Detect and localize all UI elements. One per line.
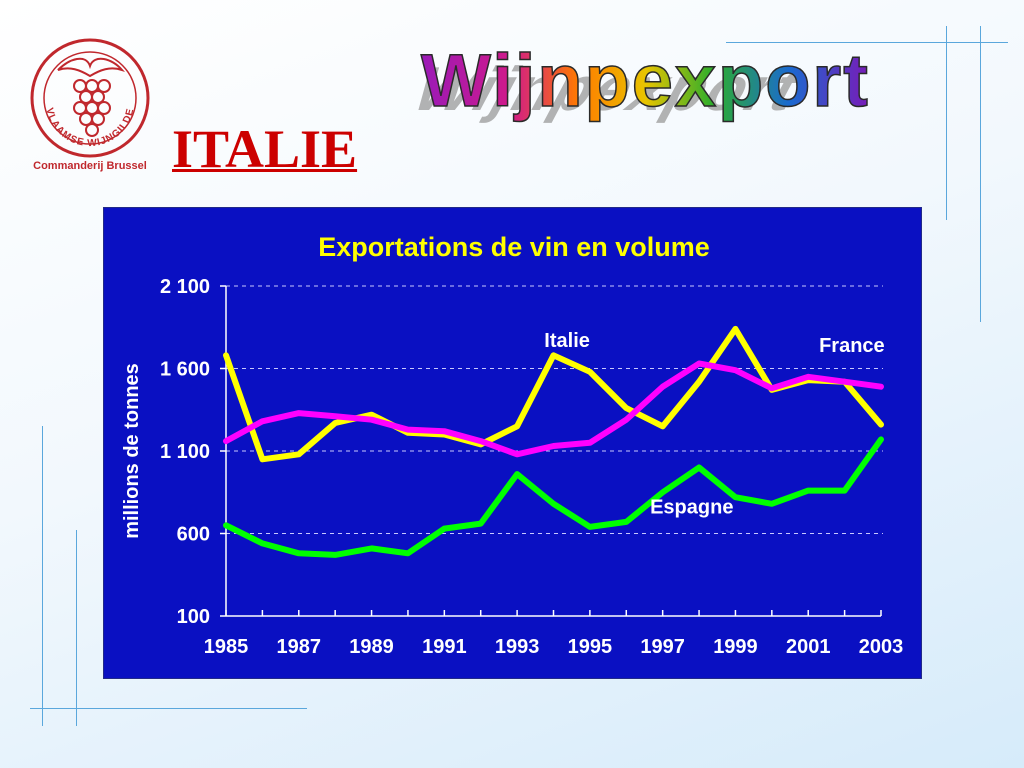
- logo-caption: Commanderij Brussel: [33, 160, 147, 172]
- y-tick-label: 2 100: [160, 276, 210, 298]
- deco-line: [980, 26, 981, 322]
- y-tick-label: 600: [177, 524, 210, 546]
- series-label-espagne: Espagne: [650, 497, 733, 519]
- wine-guild-logo: VLAAMSE WIJNGILDE: [30, 38, 150, 158]
- series-line-france: [223, 360, 884, 458]
- x-tick-label: 1997: [640, 636, 685, 658]
- x-tick-label: 1989: [349, 636, 394, 658]
- series-label-italie: Italie: [544, 330, 590, 352]
- x-tick-label: 1985: [204, 636, 249, 658]
- deco-line: [76, 530, 77, 726]
- x-tick-label: 1991: [422, 636, 467, 658]
- deco-line: [42, 426, 43, 726]
- x-tick-label: 2001: [786, 636, 831, 658]
- wordart-title: Wijnpexport Wijnpexport: [400, 38, 870, 124]
- deco-line: [946, 26, 947, 220]
- y-tick-label: 1 100: [160, 441, 210, 463]
- deco-line: [30, 708, 307, 709]
- x-tick-label: 2003: [859, 636, 904, 658]
- chart-panel: Exportations de vin en volume millions d…: [103, 207, 922, 679]
- y-axis-label: millions de tonnes: [121, 363, 143, 539]
- y-tick-label: 100: [177, 606, 210, 628]
- x-tick-label: 1995: [568, 636, 613, 658]
- deco-line: [726, 42, 1008, 43]
- wordart-shadow: Wijnpexport: [400, 55, 816, 124]
- wordart-text: Wijnpexport: [421, 39, 870, 122]
- line-chart: Exportations de vin en volume millions d…: [121, 232, 904, 658]
- x-tick-label: 1993: [495, 636, 539, 658]
- series-line-espagne: [223, 436, 884, 558]
- series-label-france: France: [819, 335, 885, 357]
- x-tick-label: 1999: [713, 636, 758, 658]
- chart-title: Exportations de vin en volume: [318, 232, 710, 262]
- y-tick-label: 1 600: [160, 359, 210, 381]
- x-tick-label: 1987: [277, 636, 322, 658]
- page-heading: ITALIE: [172, 119, 358, 179]
